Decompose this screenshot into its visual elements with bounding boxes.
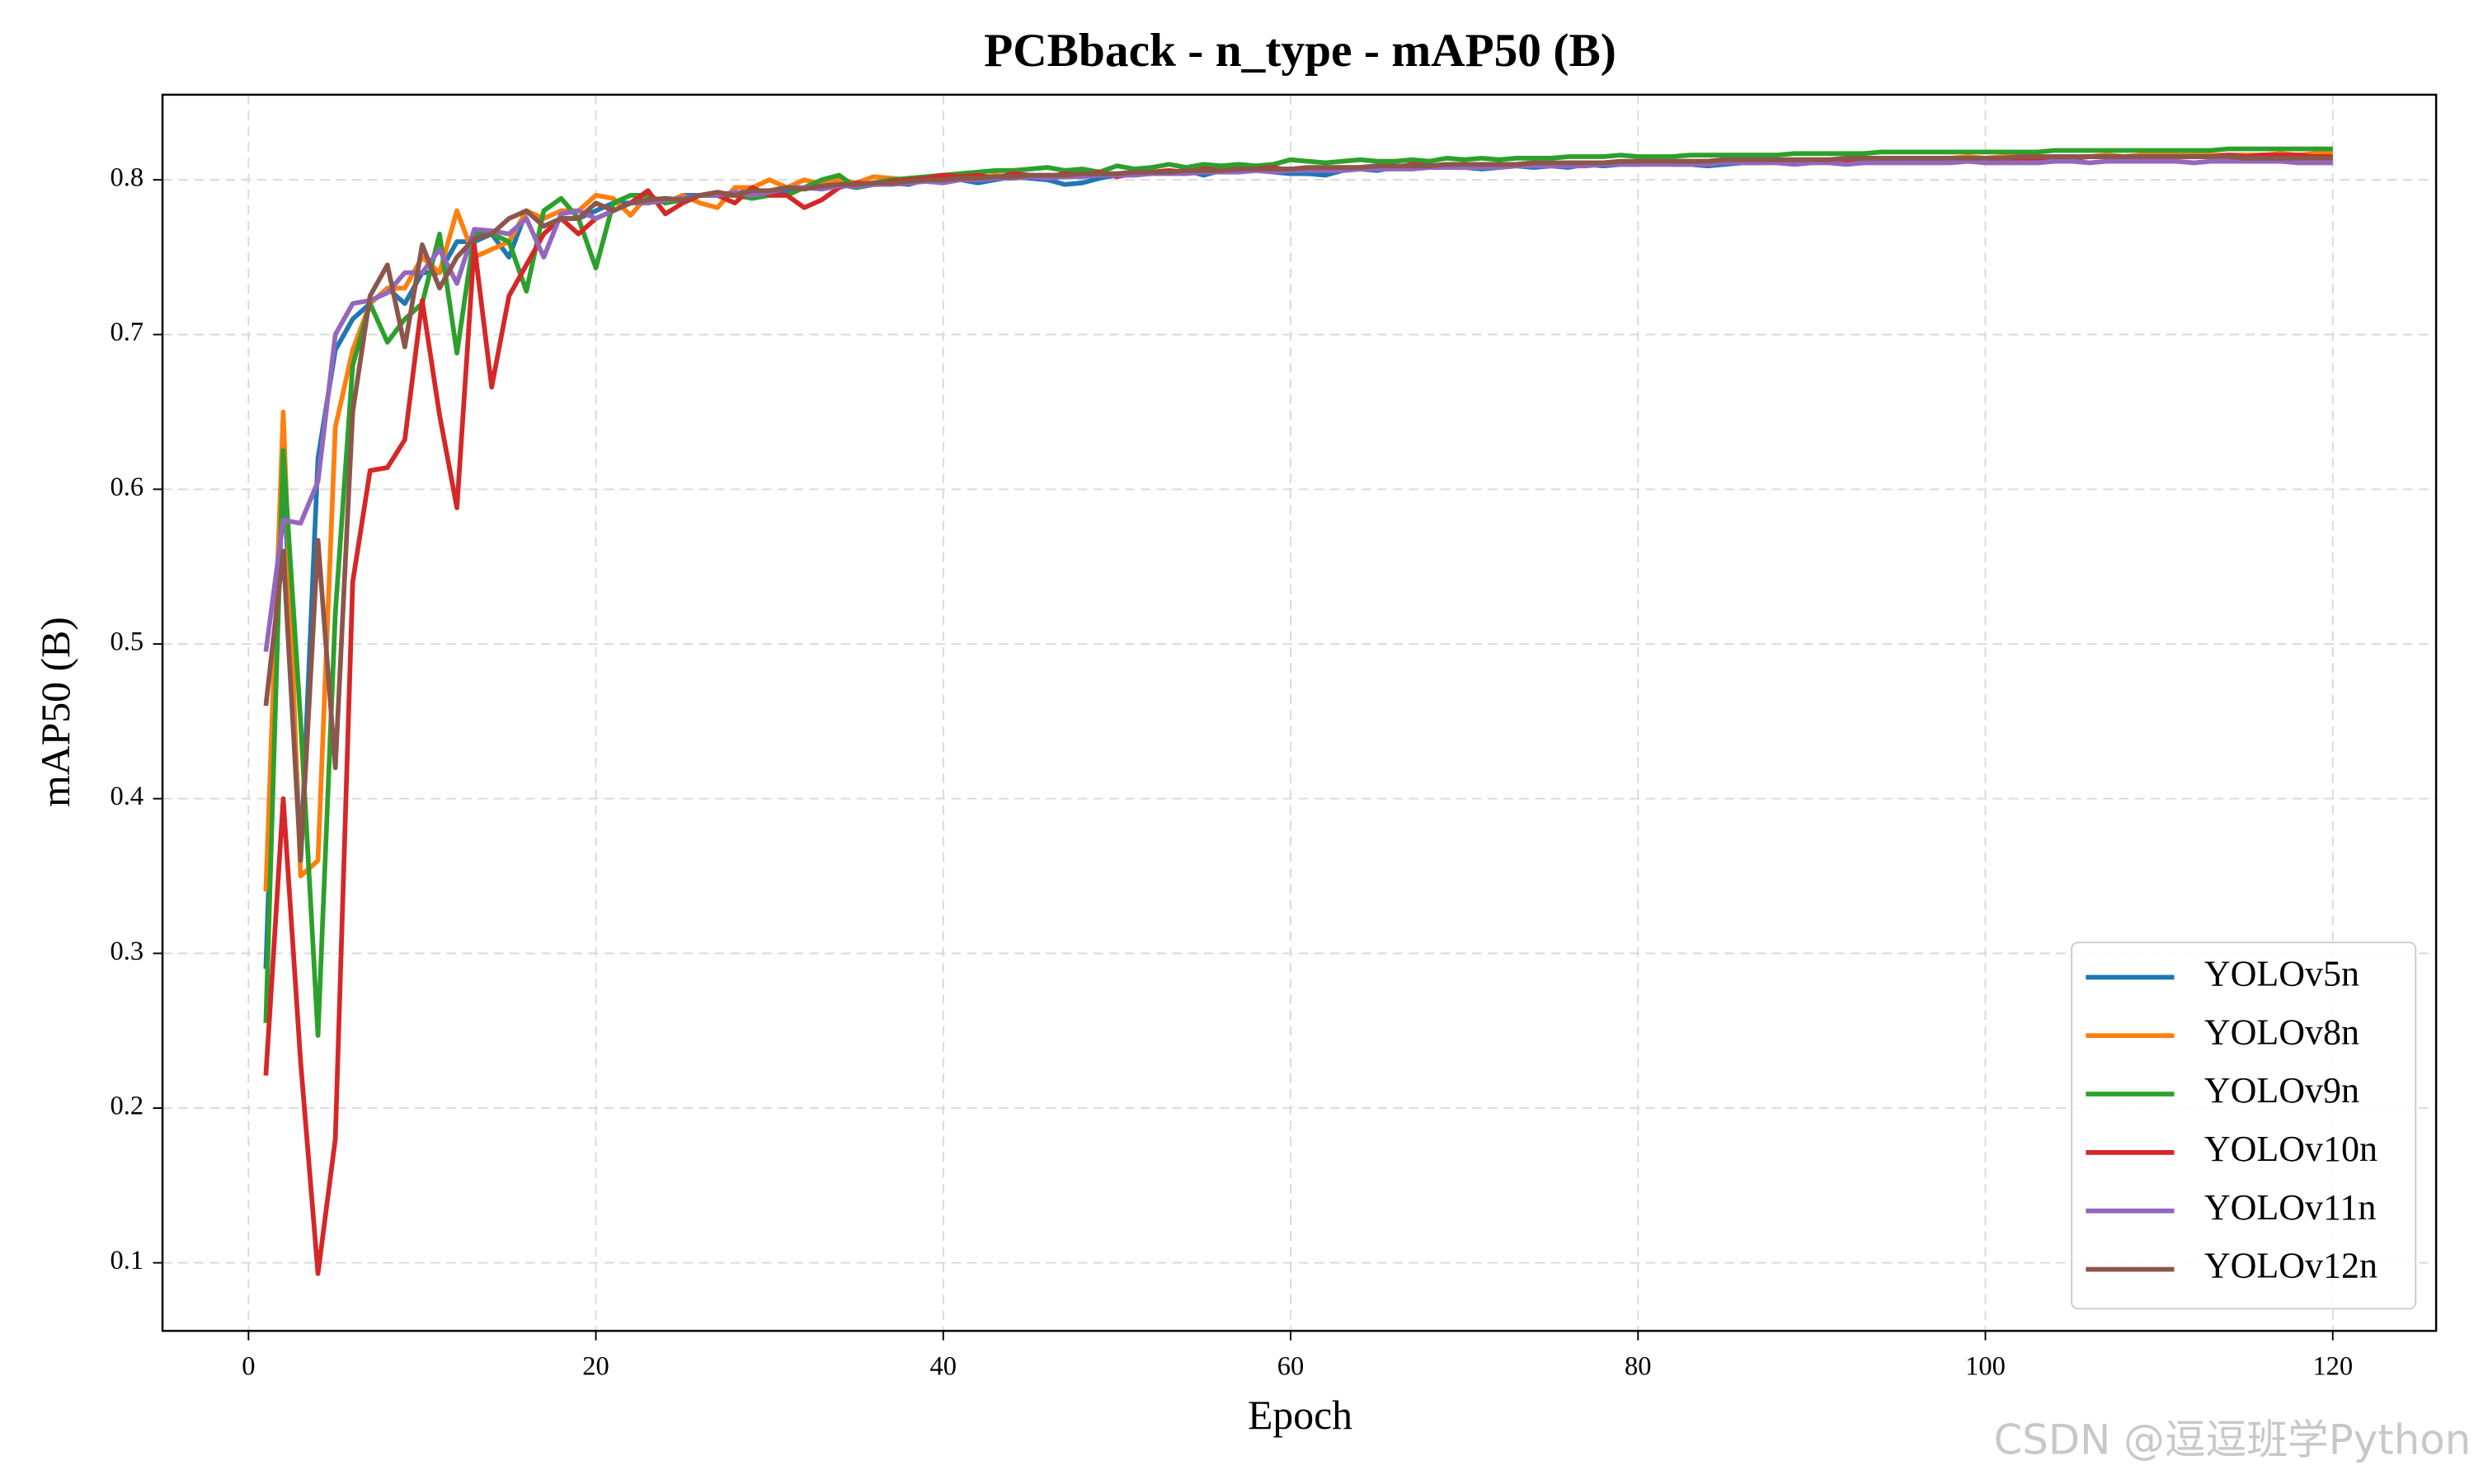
y-tick-label: 0.2 (110, 1091, 143, 1120)
y-tick-label: 0.1 (110, 1246, 143, 1275)
legend-label: YOLOv10n (2204, 1129, 2378, 1169)
series-line (263, 151, 2333, 892)
y-axis-label: mAP50 (B) (33, 617, 78, 807)
x-tick-label: 40 (930, 1352, 957, 1382)
y-tick-label: 0.6 (110, 472, 143, 502)
x-tick-label: 100 (1965, 1352, 2006, 1382)
legend-label: YOLOv12n (2204, 1246, 2378, 1286)
y-tick-label: 0.5 (110, 627, 143, 657)
x-tick-label: 60 (1277, 1352, 1305, 1382)
plot-frame (161, 93, 2438, 1332)
x-tick-label: 120 (2312, 1352, 2353, 1382)
legend-label: YOLOv8n (2204, 1012, 2359, 1052)
legend-label: YOLOv9n (2204, 1070, 2359, 1111)
series-line (263, 154, 2333, 863)
series-line (263, 153, 2333, 1276)
x-tick-label: 80 (1625, 1352, 1652, 1382)
x-axis-label: Epoch (1248, 1392, 1352, 1438)
watermark: CSDN @逗逗班学Python (1994, 1416, 2472, 1464)
legend-label: YOLOv5n (2204, 953, 2359, 993)
series-line (263, 146, 2333, 1038)
x-tick-label: 0 (242, 1352, 255, 1382)
y-tick-label: 0.8 (110, 163, 143, 193)
x-tick-label: 20 (582, 1352, 609, 1382)
legend-label: YOLOv11n (2204, 1187, 2377, 1228)
y-tick-label: 0.7 (110, 317, 143, 347)
chart-title: PCBback - n_type - mAP50 (B) (984, 25, 1616, 77)
series-line (263, 153, 2333, 970)
y-tick-label: 0.3 (110, 937, 143, 966)
y-tick-label: 0.4 (110, 782, 143, 811)
